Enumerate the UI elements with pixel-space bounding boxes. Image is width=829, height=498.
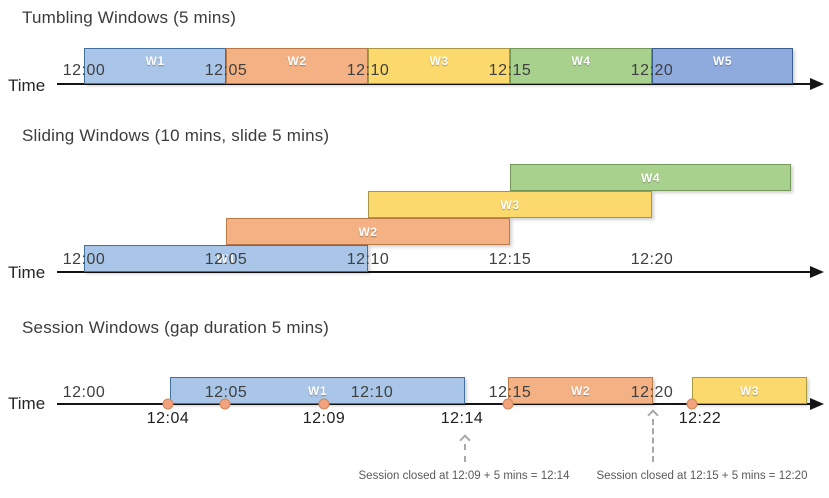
callout-dashed-arrow (652, 419, 654, 462)
axis-tick-label: 12:00 (62, 251, 106, 268)
event-time-label: 12:04 (146, 410, 190, 427)
time-axis-line (57, 403, 811, 405)
axis-tick-label: 12:20 (630, 384, 674, 401)
section-title: Sliding Windows (10 mins, slide 5 mins) (22, 126, 330, 145)
sliding-window-w4: W4 (510, 164, 791, 191)
time-axis-label: Time (8, 263, 46, 282)
axis-tick-label: 12:05 (204, 384, 248, 401)
tumbling-window-w1: W1 (84, 48, 226, 84)
sliding-window-w1: W1 (84, 245, 368, 272)
axis-tick-label: 12:20 (630, 62, 674, 79)
time-axis-line (57, 83, 811, 85)
tumbling-window-w3: W3 (368, 48, 510, 84)
time-axis-label: Time (8, 394, 46, 413)
callout-dashed-arrow (464, 444, 466, 462)
window-label: W2 (571, 383, 590, 398)
event-dot (318, 398, 330, 410)
event-time-label: 12:09 (302, 410, 346, 427)
section-title: Session Windows (gap duration 5 mins) (22, 318, 329, 337)
tumbling-window-w5: W5 (652, 48, 793, 84)
tumbling-window-w2: W2 (226, 48, 368, 84)
window-label: W2 (358, 224, 378, 239)
sliding-window-w3: W3 (368, 191, 652, 218)
axis-tick-label: 12:00 (62, 384, 106, 401)
session-window-w2: W2 (508, 377, 653, 404)
axis-tick-label: 12:10 (346, 62, 390, 79)
axis-tick-label: 12:15 (488, 251, 532, 268)
axis-tick-label: 12:20 (630, 251, 674, 268)
axis-tick-label: 12:15 (488, 62, 532, 79)
time-axis-arrowhead-icon (810, 398, 824, 410)
time-axis-arrowhead-icon (810, 266, 824, 278)
window-label: W2 (287, 54, 307, 68)
window-label: W3 (500, 197, 520, 212)
window-label: W5 (713, 54, 732, 68)
event-time-label: 12:14 (440, 410, 484, 427)
axis-tick-label: 12:10 (346, 251, 390, 268)
axis-tick-label: 12:05 (204, 251, 248, 268)
time-axis-label: Time (8, 76, 46, 95)
window-label: W1 (308, 383, 327, 398)
window-label: W1 (216, 251, 236, 266)
axis-tick-label: 12:15 (488, 384, 532, 401)
window-label: W3 (429, 54, 449, 68)
window-label: W1 (145, 54, 165, 68)
event-time-label: 12:22 (678, 410, 722, 427)
window-label: W4 (641, 170, 660, 185)
session-window-w1: W1 (170, 377, 465, 404)
time-axis-line (57, 271, 811, 273)
event-dot (162, 398, 174, 410)
session-closed-annotation: Session closed at 12:15 + 5 mins = 12:20 (596, 470, 808, 482)
event-dot (219, 398, 231, 410)
window-label: W4 (571, 54, 591, 68)
event-dot (686, 398, 698, 410)
event-dot (502, 398, 514, 410)
axis-tick-label: 12:10 (350, 384, 394, 401)
sliding-window-w2: W2 (226, 218, 510, 245)
session-window-w3: W3 (692, 377, 807, 404)
session-closed-annotation: Session closed at 12:09 + 5 mins = 12:14 (358, 470, 570, 482)
axis-tick-label: 12:05 (204, 62, 248, 79)
time-axis-arrowhead-icon (810, 78, 824, 90)
axis-tick-label: 12:00 (62, 62, 106, 79)
section-title: Tumbling Windows (5 mins) (22, 8, 237, 27)
tumbling-window-w4: W4 (510, 48, 652, 84)
window-label: W3 (740, 383, 759, 398)
